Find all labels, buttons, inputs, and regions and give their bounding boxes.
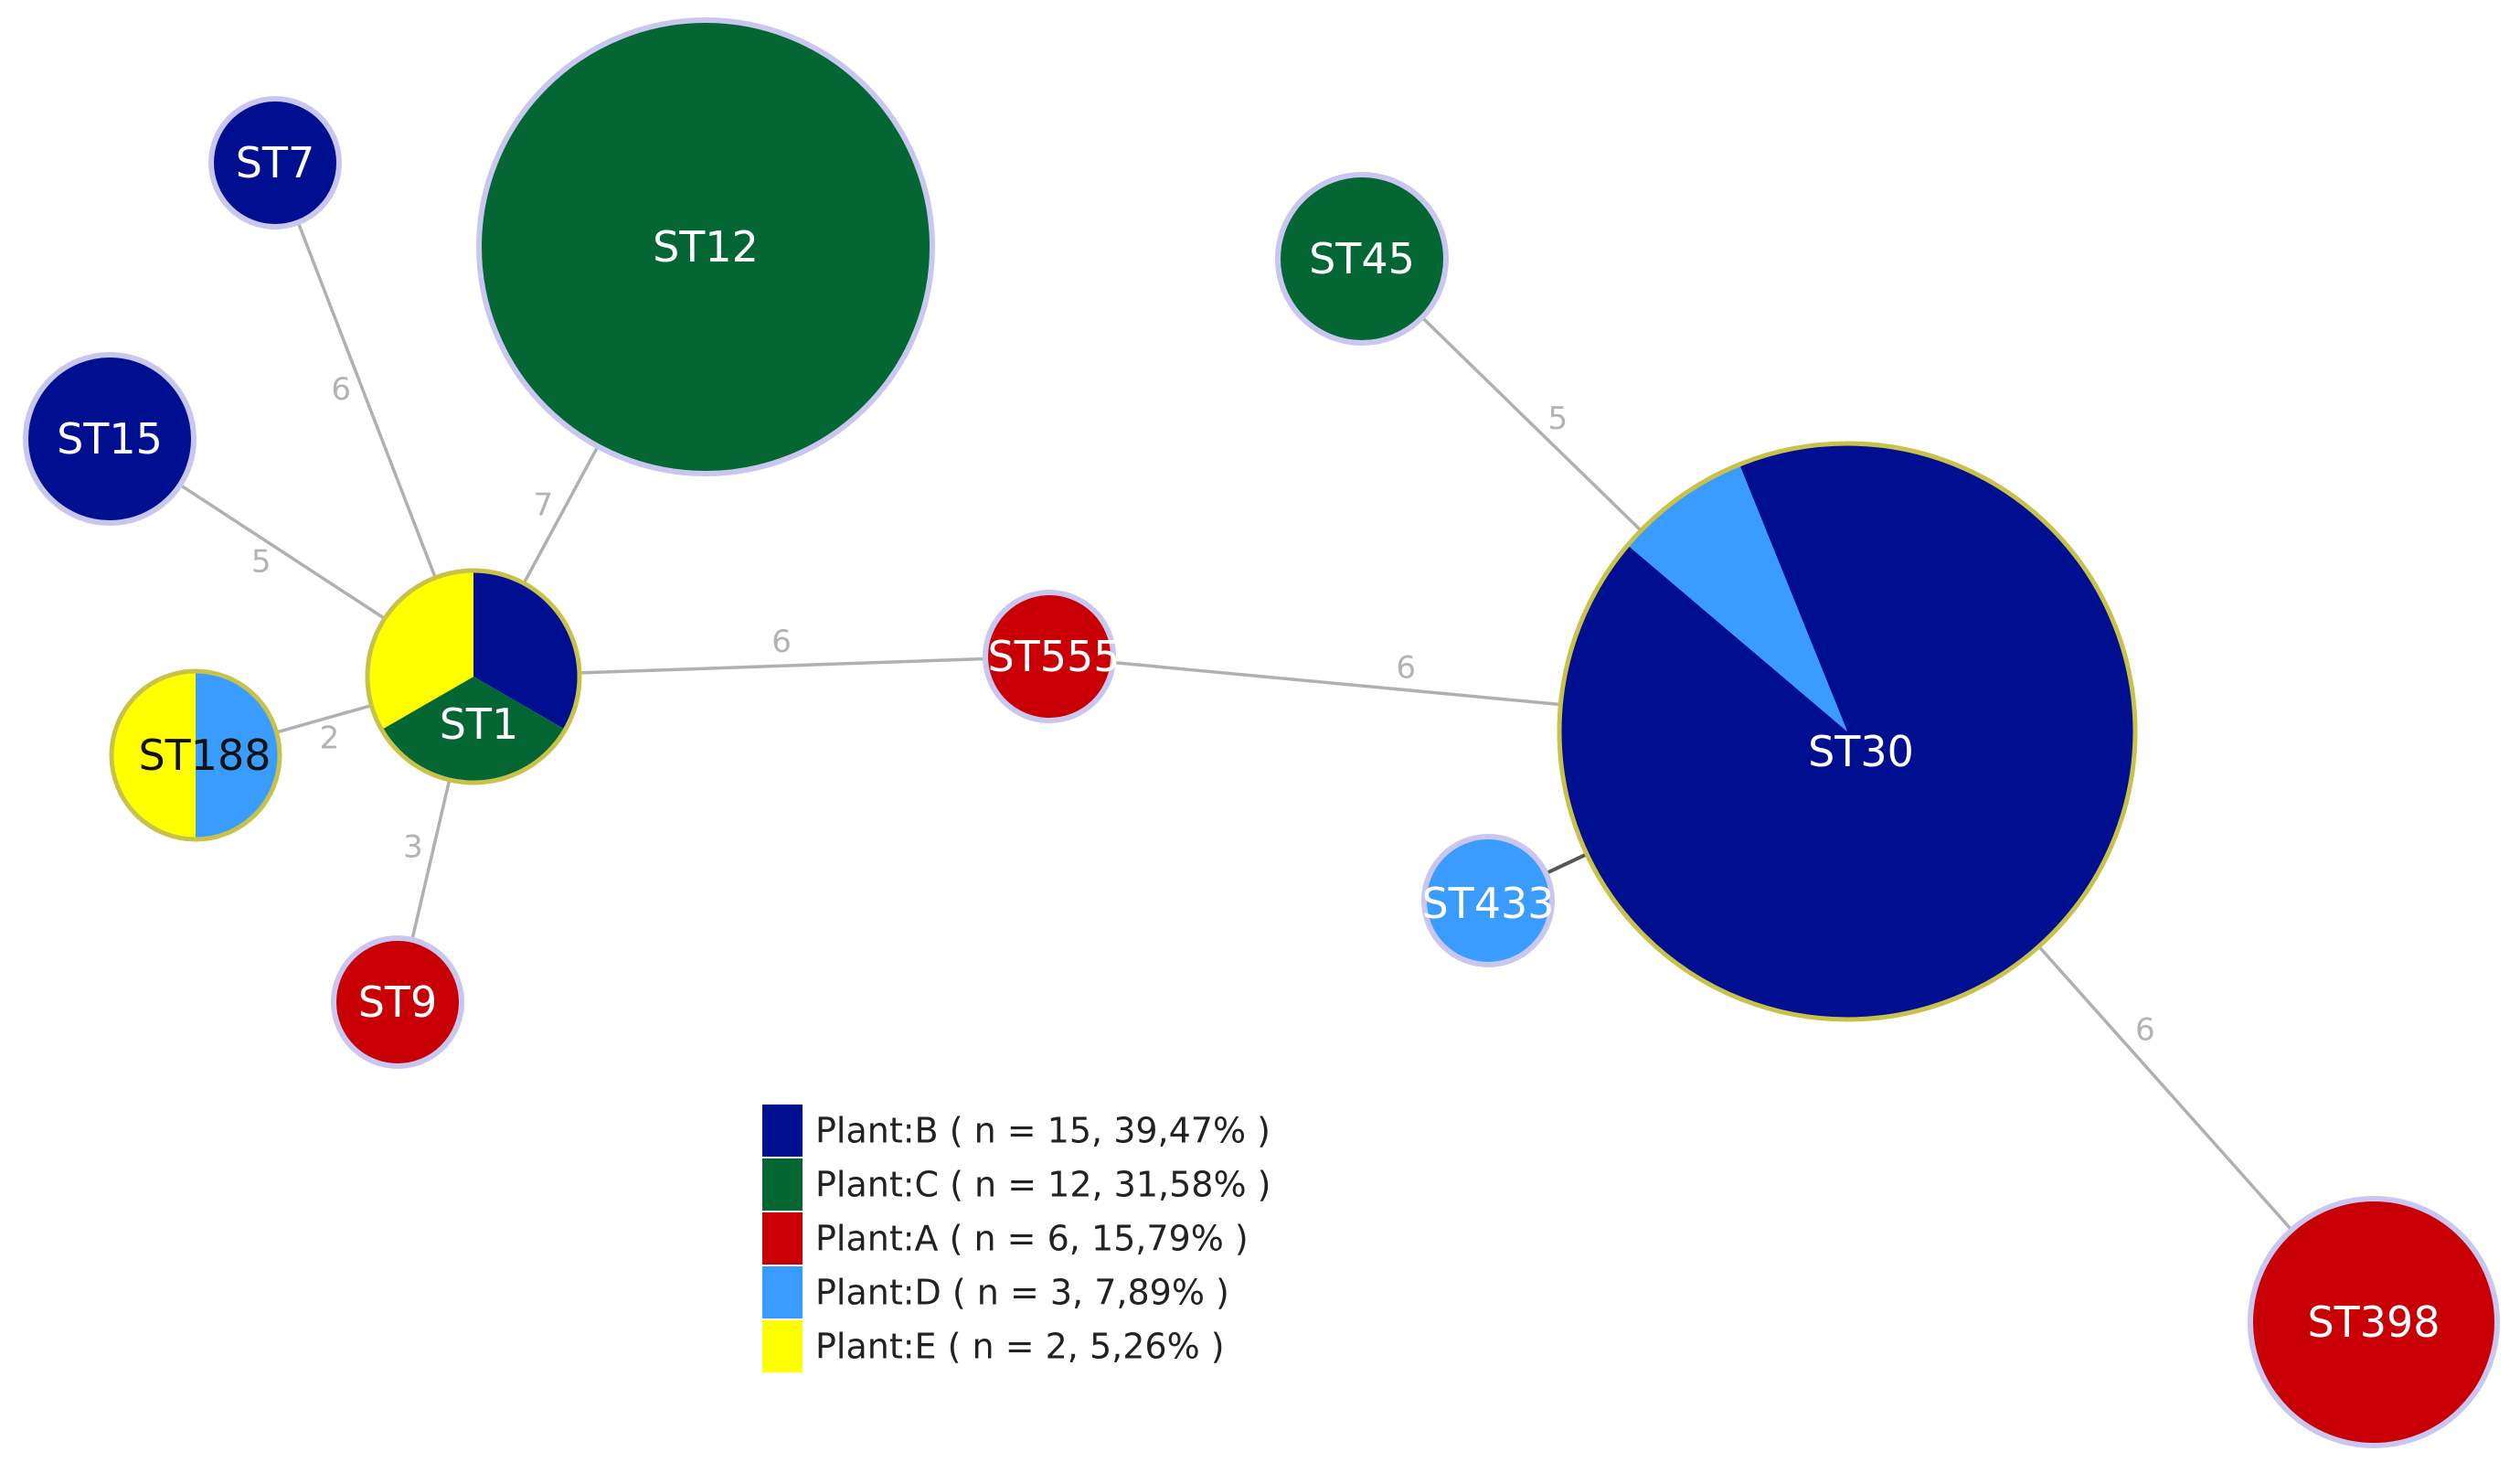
- node-circle: [26, 355, 194, 523]
- node-circle: [479, 20, 932, 474]
- edge-st1-st12: 7: [522, 445, 600, 584]
- legend-item-plant-d: Plant:D ( n = 3, 7,89% ): [762, 1266, 1229, 1318]
- edge-line: [522, 445, 600, 584]
- node-st555[interactable]: ST555: [983, 590, 1121, 723]
- pie-slice-plant-d: [1627, 464, 1847, 731]
- node-st9[interactable]: ST9: [331, 935, 464, 1069]
- edge-line: [2037, 945, 2293, 1232]
- node-border: [1557, 441, 2138, 1022]
- node-st188[interactable]: ST188: [109, 668, 282, 842]
- node-label: ST188: [138, 731, 271, 780]
- edge-st1-st7: 6: [296, 221, 437, 579]
- legend-swatch: [762, 1266, 803, 1318]
- edge-st555-st30: 6: [1112, 650, 1561, 707]
- edge-line: [1112, 660, 1561, 707]
- node-label: ST7: [236, 138, 315, 187]
- edge-distance-label: 2: [320, 720, 340, 756]
- node-circle: [985, 592, 1113, 720]
- node-label: ST433: [1421, 879, 1554, 928]
- edge-st1-st9: 3: [403, 779, 452, 941]
- edge-distance-label: 6: [1396, 650, 1416, 687]
- legend: Plant:B ( n = 15, 39,47% ) Plant:C ( n = …: [762, 1105, 1271, 1372]
- node-border: [331, 935, 464, 1069]
- node-st12[interactable]: ST12: [476, 17, 935, 476]
- node-st1[interactable]: ST1: [365, 568, 582, 785]
- edge-line: [276, 703, 372, 734]
- node-border: [2248, 1196, 2500, 1448]
- edge-distance-label: 3: [403, 829, 423, 866]
- node-st398[interactable]: ST398: [2248, 1196, 2500, 1448]
- edge-line: [296, 221, 437, 579]
- node-border: [109, 668, 282, 842]
- node-st45[interactable]: ST45: [1275, 172, 1449, 346]
- pie-slice-plant-b: [1559, 443, 2135, 1019]
- node-border: [23, 352, 197, 526]
- node-st15[interactable]: ST15: [23, 352, 197, 526]
- pie-slice-plant-c: [381, 677, 566, 783]
- legend-label: Plant:C ( n = 12, 31,58% ): [815, 1165, 1271, 1205]
- node-circle: [2250, 1199, 2497, 1446]
- node-label: ST30: [1808, 727, 1914, 776]
- edge-st1-st555: 6: [579, 624, 986, 675]
- node-border: [365, 568, 582, 785]
- pie-slice-plant-e: [112, 671, 196, 839]
- node-border: [208, 96, 342, 229]
- node-border: [476, 17, 935, 476]
- legend-swatch: [762, 1320, 803, 1372]
- pie-slice-plant-b: [473, 571, 579, 730]
- legend-label: Plant:E ( n = 2, 5,26% ): [815, 1327, 1225, 1367]
- node-circle: [1278, 175, 1446, 343]
- node-circle: [211, 99, 339, 227]
- node-label: ST398: [2307, 1297, 2440, 1347]
- edge-st30-st45: 5: [1420, 315, 1643, 532]
- edge-st1-st188: 2: [276, 703, 372, 756]
- node-circle: [334, 938, 462, 1066]
- node-label: ST9: [358, 977, 438, 1027]
- legend-label: Plant:D ( n = 3, 7,89% ): [815, 1273, 1229, 1313]
- node-label: ST45: [1309, 234, 1415, 283]
- node-circle: [1424, 837, 1552, 965]
- edge-st1-st15: 5: [179, 483, 386, 621]
- pie-slice-plant-e: [367, 571, 473, 730]
- node-border: [1421, 834, 1555, 967]
- edge-line: [579, 656, 986, 675]
- node-st7[interactable]: ST7: [208, 96, 342, 229]
- edge-distance-label: 6: [771, 624, 792, 660]
- edge-distance-label: 5: [251, 544, 271, 581]
- edge-st30-st433: [1545, 852, 1588, 875]
- pie-slice-plant-d: [196, 671, 280, 839]
- edge-st30-st398: 6: [2037, 945, 2293, 1232]
- edge-line: [410, 779, 452, 941]
- edge-distance-label: 6: [331, 371, 351, 408]
- node-label: ST15: [57, 414, 163, 464]
- legend-item-plant-c: Plant:C ( n = 12, 31,58% ): [762, 1158, 1271, 1211]
- edges-layer: 6 7 5 2 3 6 6 5 6: [179, 221, 2293, 1232]
- legend-swatch: [762, 1212, 803, 1265]
- edge-line: [1545, 852, 1588, 875]
- node-label: ST12: [653, 222, 759, 272]
- node-border: [1275, 172, 1449, 346]
- legend-swatch: [762, 1105, 803, 1157]
- node-label: ST1: [440, 699, 519, 749]
- node-border: [983, 590, 1116, 723]
- node-st30[interactable]: ST30: [1557, 441, 2138, 1022]
- legend-label: Plant:A ( n = 6, 15,79% ): [815, 1219, 1249, 1259]
- edge-line: [179, 483, 386, 621]
- node-label: ST555: [987, 632, 1120, 681]
- edge-distance-label: 5: [1548, 400, 1568, 437]
- legend-label: Plant:B ( n = 15, 39,47% ): [815, 1111, 1271, 1151]
- legend-item-plant-b: Plant:B ( n = 15, 39,47% ): [762, 1105, 1271, 1157]
- legend-item-plant-e: Plant:E ( n = 2, 5,26% ): [762, 1320, 1225, 1372]
- legend-item-plant-a: Plant:A ( n = 6, 15,79% ): [762, 1212, 1249, 1265]
- legend-swatch: [762, 1158, 803, 1211]
- edge-distance-label: 7: [533, 487, 553, 524]
- edge-line: [1420, 315, 1643, 532]
- node-st433[interactable]: ST433: [1421, 834, 1555, 967]
- nodes-layer: ST7 ST12 ST15 ST1 ST188 ST9 ST555 ST45 ST30 ST433…: [23, 17, 2500, 1448]
- edge-distance-label: 6: [2135, 1011, 2155, 1048]
